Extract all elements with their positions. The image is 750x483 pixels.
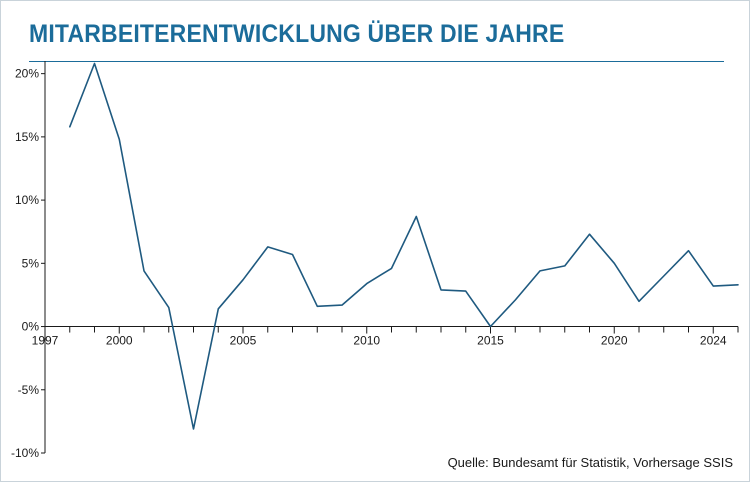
data-point bbox=[341, 304, 343, 306]
data-point bbox=[217, 308, 219, 310]
y-tick-label: -5% bbox=[18, 383, 40, 397]
data-point bbox=[390, 267, 392, 269]
data-point bbox=[564, 265, 566, 267]
data-point bbox=[168, 306, 170, 308]
data-point bbox=[291, 253, 293, 255]
title-underline bbox=[29, 61, 724, 62]
y-axis: -10% -5% 0% 5% 10% 15% 20% bbox=[11, 61, 46, 460]
data-point bbox=[316, 305, 318, 307]
x-tick-label: 2024 bbox=[700, 334, 727, 348]
x-tick-label: 2000 bbox=[106, 334, 133, 348]
data-point bbox=[514, 299, 516, 301]
chart-title: MITARBEITERENTWICKLUNG ÜBER DIE JAHRE bbox=[29, 20, 565, 48]
data-point bbox=[415, 215, 417, 217]
data-point bbox=[267, 246, 269, 248]
x-tick-label: 2020 bbox=[601, 334, 628, 348]
data-point bbox=[242, 279, 244, 281]
y-tick-label: 0% bbox=[22, 320, 40, 334]
source-note: Quelle: Bundesamt für Statistik, Vorhers… bbox=[447, 455, 733, 470]
y-tick-label: -10% bbox=[11, 446, 39, 460]
data-point bbox=[687, 250, 689, 252]
data-point bbox=[465, 290, 467, 292]
data-point bbox=[93, 62, 95, 64]
data-point bbox=[663, 275, 665, 277]
x-tick-label: 2015 bbox=[477, 334, 504, 348]
x-axis: 1997 2000 2005 2010 2015 2020 2024 bbox=[32, 326, 739, 348]
data-point bbox=[613, 262, 615, 264]
y-tick-label: 20% bbox=[15, 67, 39, 81]
data-point bbox=[192, 428, 194, 430]
series bbox=[69, 62, 739, 430]
data-point bbox=[118, 138, 120, 140]
data-point bbox=[737, 284, 739, 286]
y-tick-label: 5% bbox=[22, 256, 40, 270]
x-tick-label: 2010 bbox=[353, 334, 380, 348]
data-point bbox=[440, 289, 442, 291]
data-point bbox=[489, 325, 491, 327]
x-tick-label: 1997 bbox=[32, 334, 59, 348]
series-line bbox=[69, 62, 739, 430]
x-tick-label: 2005 bbox=[230, 334, 257, 348]
y-tick-label: 10% bbox=[15, 193, 39, 207]
data-point bbox=[366, 282, 368, 284]
data-point bbox=[588, 233, 590, 235]
data-point bbox=[712, 285, 714, 287]
data-point bbox=[69, 126, 71, 128]
data-point bbox=[143, 270, 145, 272]
data-point bbox=[539, 270, 541, 272]
data-point bbox=[638, 300, 640, 302]
y-tick-label: 15% bbox=[15, 130, 39, 144]
